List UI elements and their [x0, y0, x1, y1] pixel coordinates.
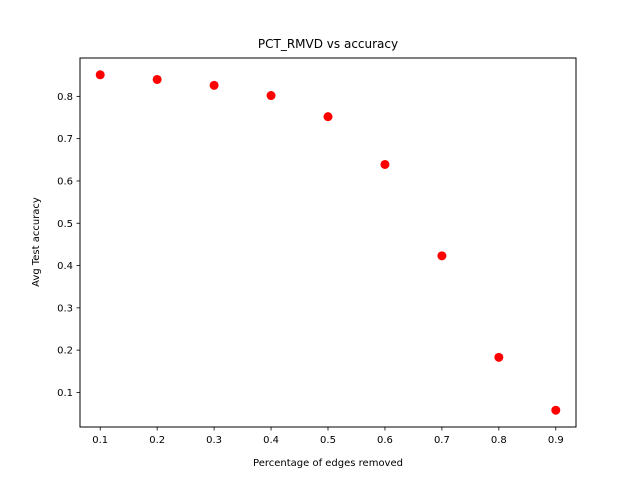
- y-axis-ticks: 0.1 0.2 0.3 0.4 0.5 0.6 0.7 0.8: [57, 92, 80, 399]
- x-tick-label: 0.7: [434, 435, 450, 446]
- y-tick-label: 0.8: [57, 92, 73, 103]
- x-tick-label: 0.4: [263, 435, 279, 446]
- data-point: [551, 405, 561, 415]
- x-tick-label: 0.6: [377, 435, 393, 446]
- x-tick-label: 0.3: [206, 435, 222, 446]
- y-tick-label: 0.1: [57, 388, 73, 399]
- data-point: [152, 74, 162, 84]
- data-point: [437, 251, 447, 261]
- data-point: [266, 91, 276, 101]
- x-tick-label: 0.2: [149, 435, 165, 446]
- data-point: [380, 159, 390, 169]
- x-tick-label: 0.9: [548, 435, 564, 446]
- data-point: [323, 112, 333, 122]
- x-tick-label: 0.8: [491, 435, 507, 446]
- y-tick-label: 0.2: [57, 346, 73, 357]
- y-axis-label: Avg Test accuracy: [31, 197, 42, 287]
- y-tick-label: 0.7: [57, 134, 73, 145]
- data-points: [95, 70, 561, 415]
- y-tick-label: 0.3: [57, 303, 73, 314]
- x-tick-label: 0.5: [320, 435, 336, 446]
- x-axis-label: Percentage of edges removed: [253, 458, 403, 469]
- plot-frame: [79, 57, 577, 428]
- data-point: [95, 70, 105, 80]
- y-tick-label: 0.6: [57, 176, 73, 187]
- x-tick-label: 0.1: [92, 435, 108, 446]
- y-tick-label: 0.5: [57, 219, 73, 230]
- y-tick-label: 0.4: [57, 261, 73, 272]
- data-point: [494, 352, 504, 362]
- chart-title: PCT_RMVD vs accuracy: [258, 37, 398, 51]
- x-axis-ticks: 0.1 0.2 0.3 0.4 0.5 0.6 0.7 0.8 0.9: [92, 427, 564, 446]
- data-point: [209, 80, 219, 90]
